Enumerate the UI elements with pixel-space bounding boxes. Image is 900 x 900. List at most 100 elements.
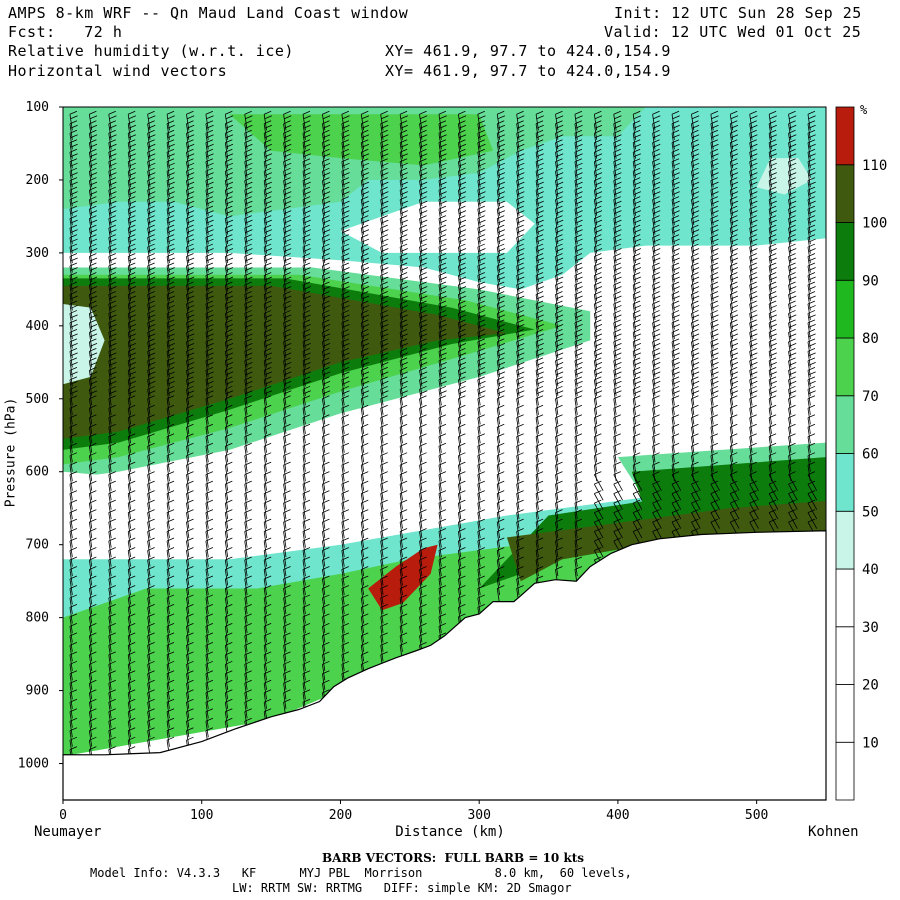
wind-barb	[108, 660, 116, 681]
wind-barb	[166, 717, 175, 738]
wind-barb	[69, 689, 78, 709]
wind-barb	[127, 404, 136, 425]
wind-barb	[574, 414, 583, 434]
wind-barb	[263, 566, 272, 586]
wind-barb	[263, 604, 272, 624]
wind-barb	[535, 452, 544, 472]
wind-barb	[807, 433, 816, 453]
wind-barb	[88, 679, 97, 700]
wind-barb	[69, 452, 78, 472]
wind-barb	[360, 442, 369, 463]
wind-barb	[244, 585, 252, 605]
wind-barb	[186, 708, 194, 728]
wind-barb	[516, 509, 524, 529]
wind-barb	[341, 509, 349, 529]
wind-barb	[555, 385, 564, 406]
wind-barb	[380, 604, 388, 624]
wind-barb	[88, 660, 97, 681]
wind-barb	[69, 575, 78, 596]
wind-barb	[322, 452, 330, 472]
wind-barb	[749, 423, 757, 444]
wind-barb	[166, 670, 175, 690]
wind-barb	[419, 385, 428, 406]
wind-barb	[127, 471, 136, 491]
wind-barb	[671, 433, 680, 453]
wind-barb	[166, 471, 175, 491]
wind-barb	[457, 547, 466, 567]
wind-barb	[127, 461, 136, 482]
wind-barb	[477, 537, 485, 558]
wind-barb	[263, 613, 272, 633]
wind-barb	[438, 585, 447, 605]
wind-barb	[69, 651, 78, 671]
wind-barb	[224, 660, 233, 681]
wind-barb	[419, 575, 427, 596]
wind-barb	[166, 423, 175, 444]
wind-barb	[729, 452, 738, 472]
wind-barb	[186, 414, 194, 434]
wind-barb	[380, 433, 388, 453]
wind-barb	[69, 471, 78, 491]
wind-barb	[477, 461, 485, 482]
wind-barb	[399, 547, 408, 567]
wind-barb	[574, 509, 583, 529]
wind-barb	[322, 395, 330, 415]
wind-barb	[108, 698, 116, 719]
wind-barb	[147, 632, 155, 652]
wind-barb	[419, 547, 427, 567]
wind-barb	[244, 670, 252, 690]
wind-barb	[88, 594, 97, 614]
wind-barb	[263, 698, 272, 719]
wind-barb	[224, 604, 233, 624]
wind-barb	[788, 404, 796, 425]
wind-barb	[438, 556, 447, 577]
wind-barb	[147, 651, 155, 671]
wind-barb	[419, 471, 427, 491]
wind-barb	[360, 461, 369, 482]
wind-barb	[147, 528, 155, 548]
wind-barb	[205, 679, 214, 700]
wind-barb	[147, 604, 155, 624]
rh-band-low-dry	[63, 413, 646, 560]
wind-barb	[341, 414, 349, 434]
wind-barb	[457, 404, 466, 425]
wind-barb	[807, 395, 816, 415]
wind-barb	[496, 509, 505, 529]
wind-barb	[419, 518, 427, 539]
colorbar-level-label: 30	[862, 620, 879, 636]
wind-barb	[380, 404, 388, 425]
wind-barb	[691, 414, 699, 434]
wind-barb	[516, 490, 524, 510]
wind-barb	[224, 641, 233, 662]
wind-barb	[438, 566, 447, 586]
rh-band-upper-40	[756, 158, 813, 195]
wind-barb	[186, 509, 194, 529]
wind-barb	[302, 442, 311, 463]
wind-barb	[224, 708, 233, 728]
wind-barb	[691, 452, 699, 472]
wind-barb	[166, 556, 175, 577]
wind-barb	[380, 499, 388, 520]
wind-barb	[613, 480, 623, 501]
wind-barb	[108, 679, 116, 700]
wind-barb	[88, 604, 97, 624]
wind-barb	[613, 471, 623, 491]
wind-barb	[147, 623, 155, 643]
wind-barb	[671, 395, 680, 415]
wind-barb	[69, 414, 78, 434]
wind-barb	[263, 547, 272, 567]
wind-barb	[205, 623, 214, 643]
wind-barb	[380, 452, 388, 472]
wind-barb	[302, 490, 311, 510]
wind-barb	[69, 537, 78, 558]
wind-barb	[593, 385, 603, 406]
wind-barb	[205, 490, 214, 510]
wind-barb	[283, 641, 291, 662]
wind-barb	[360, 423, 369, 444]
wind-barb	[108, 604, 116, 624]
wind-barb	[380, 509, 388, 529]
wind-barb	[360, 509, 369, 529]
wind-barb	[88, 452, 97, 472]
wind-barb	[496, 471, 505, 491]
wind-barb	[108, 585, 116, 605]
